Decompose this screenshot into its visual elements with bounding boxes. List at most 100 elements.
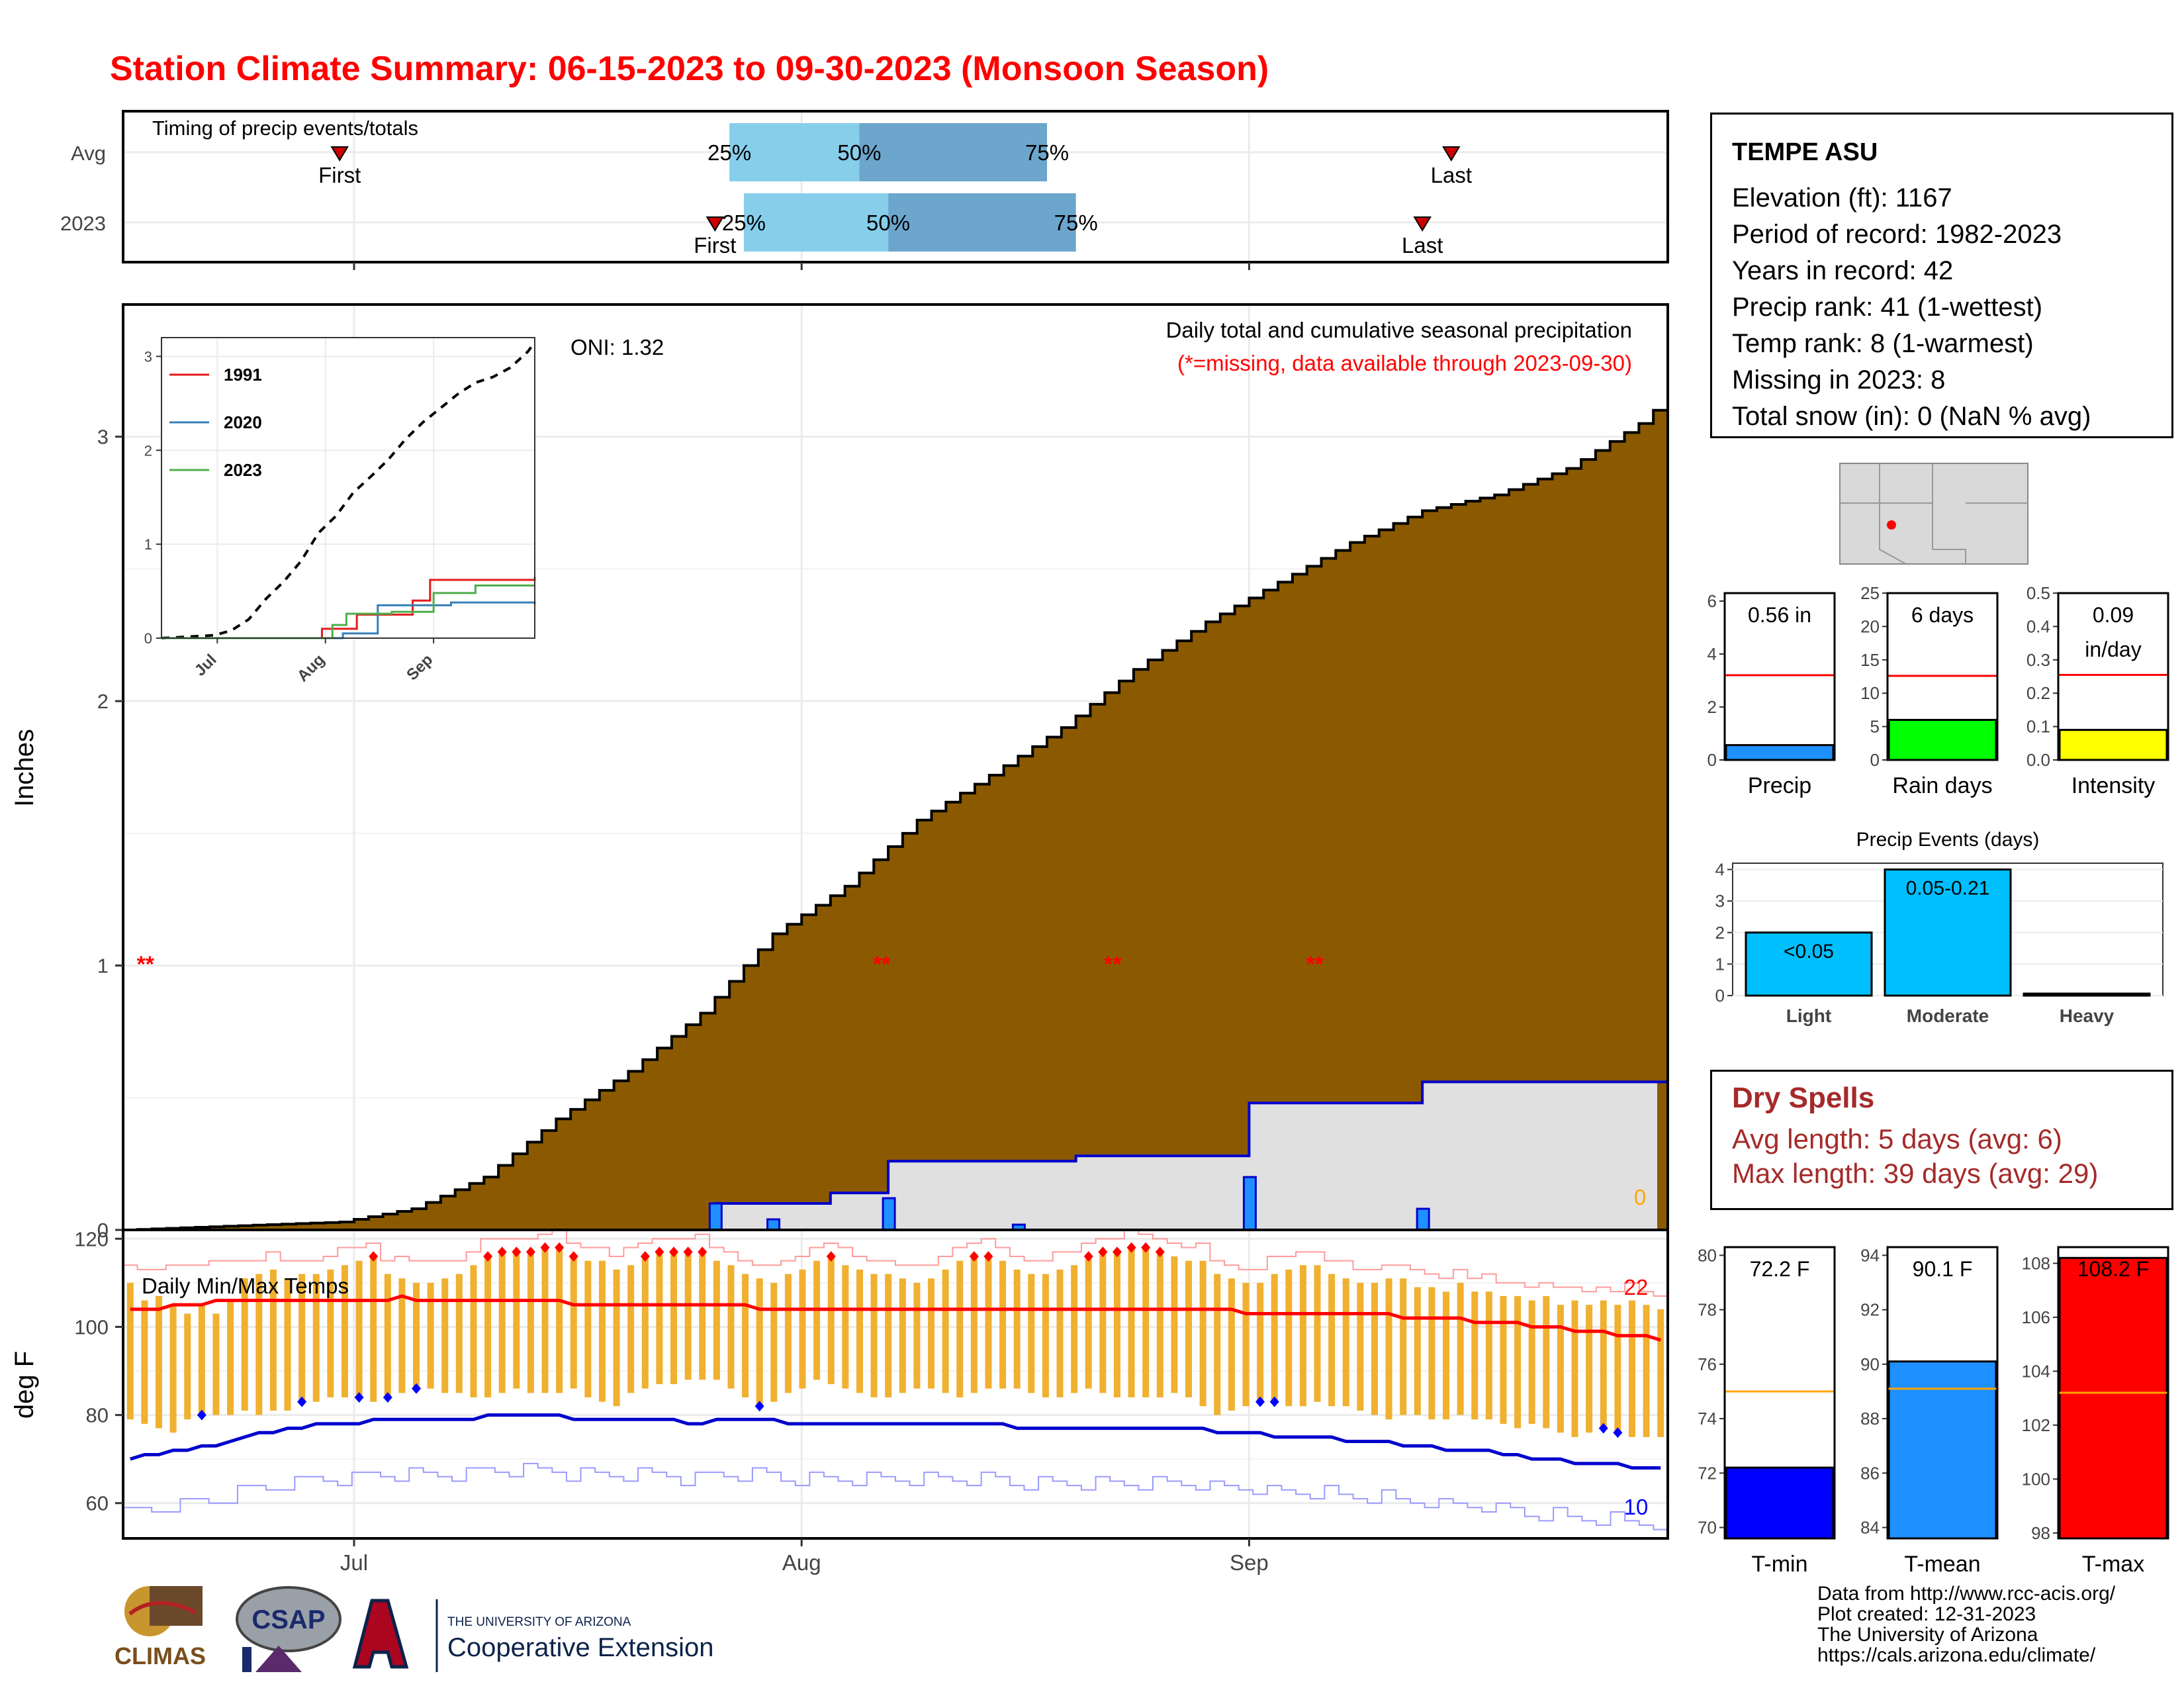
month-tick-label: Jul: [340, 1550, 368, 1575]
mini-chart-frame: [2057, 1246, 2169, 1540]
daily-temp-bar: [1457, 1282, 1464, 1415]
avg-cumulative-area: [123, 397, 1668, 1230]
daily-temp-bar: [1443, 1291, 1450, 1420]
month-tick-label: Aug: [782, 1550, 821, 1575]
mini-ytick-label: 0: [1707, 750, 1717, 770]
mini-chart-frame: [2057, 592, 2169, 761]
precip-title: Daily total and cumulative seasonal prec…: [1166, 318, 1632, 342]
mini-chart-frame: [1723, 1246, 1836, 1540]
dry-spells-title: Dry Spells: [1732, 1082, 1875, 1114]
daily-temp-bar: [742, 1274, 749, 1397]
daily-temp-bar: [1128, 1247, 1135, 1397]
station-line: Temp rank: 8 (1-warmest): [1732, 329, 2034, 358]
precip-ytick-label: 3: [97, 426, 109, 449]
credit-line: Data from http://www.rcc-acis.org/: [1817, 1583, 2116, 1605]
inset-ytick-label: 3: [144, 348, 152, 365]
csap-mountain: [255, 1646, 302, 1672]
precip-ylabel: Inches: [10, 729, 39, 807]
csap-logo: CSAP: [236, 1586, 341, 1672]
credit-line: The University of Arizona: [1817, 1624, 2038, 1646]
mini-value-label-2: in/day: [2085, 637, 2141, 661]
daily-temp-bar: [1028, 1274, 1035, 1393]
mini-ytick-label: 90: [1860, 1354, 1880, 1374]
timing-bar-p25-p50: [729, 123, 860, 181]
record-high-marker: [683, 1246, 693, 1258]
locator-map: [1839, 463, 2028, 565]
daily-temp-bar: [1071, 1265, 1078, 1393]
inset-ytick-label: 2: [144, 442, 152, 459]
daily-temp-bar: [527, 1252, 534, 1393]
timing-bar-p50-p75: [859, 123, 1048, 181]
mini-chart-t-max: 98 100 102 104 106 108 108.2 F T-max: [2022, 1246, 2169, 1577]
events-ytick-label: 0: [1715, 986, 1725, 1006]
daily-temp-bar: [241, 1278, 248, 1411]
mini-ytick-label: 86: [1860, 1463, 1880, 1483]
station-info-box: TEMPE ASU Elevation (ft): 1167 Period of…: [1710, 113, 2173, 438]
climas-logo-text: CLIMAS: [114, 1642, 206, 1669]
daily-temp-bar: [699, 1252, 706, 1380]
credit-line: Plot created: 12-31-2023: [1817, 1603, 2036, 1625]
missing-marker: **: [873, 952, 891, 977]
timing-pct-label: 25%: [707, 140, 751, 165]
daily-temp-bar: [1428, 1287, 1435, 1420]
timing-panel: 25% 50% 75% First Last 25% 50% 75% First Last Tim…: [60, 110, 1669, 270]
mini-ytick-label: 0.1: [2026, 717, 2050, 737]
daily-temp-bar: [799, 1269, 806, 1389]
daily-temp-bar: [1586, 1305, 1593, 1433]
daily-temp-bar: [770, 1282, 778, 1402]
daily-temp-bar: [641, 1256, 649, 1389]
record-high-marker: [655, 1246, 664, 1258]
mini-ytick-label: 76: [1698, 1354, 1717, 1374]
temp-ytick-label: 100: [74, 1315, 109, 1338]
daily-precip-bar: [1242, 1176, 1257, 1231]
missing-marker: **: [137, 952, 155, 977]
daily-temp-bar: [1400, 1278, 1407, 1415]
credits: Data from http://www.rcc-acis.org/ Plot …: [1817, 1583, 2115, 1665]
events-category-label: Heavy: [2060, 1006, 2115, 1026]
daily-temp-bar: [141, 1300, 148, 1424]
precip-zero-label: 0: [1634, 1185, 1646, 1209]
ua-small-text: THE UNIVERSITY OF ARIZONA: [447, 1615, 631, 1629]
daily-temp-bar: [727, 1265, 735, 1389]
mini-ytick-label: 0.2: [2026, 683, 2050, 703]
mini-ytick-label: 94: [1860, 1245, 1880, 1265]
mini-ytick-label: 15: [1860, 650, 1880, 670]
mini-chart-rain-days: 0 5 10 15 20 25 6 days Rain days: [1860, 583, 1999, 798]
daily-temp-bar: [784, 1274, 792, 1393]
precip-ytick-label: 1: [97, 955, 109, 978]
daily-temp-bar: [870, 1274, 878, 1397]
daily-temp-bar: [1357, 1282, 1364, 1411]
timing-row-avg: Avg: [71, 142, 106, 165]
mini-ytick-label: 10: [1860, 683, 1880, 703]
daily-temp-bar: [885, 1274, 892, 1397]
daily-temp-bar: [1199, 1260, 1206, 1407]
mini-ytick-label: 0.3: [2026, 650, 2050, 670]
record-high-marker: [669, 1246, 679, 1258]
station-line: Precip rank: 41 (1-wettest): [1732, 293, 2043, 322]
daily-temp-bar: [312, 1274, 320, 1402]
daily-temp-bar: [1571, 1300, 1578, 1437]
record-high-marker: [569, 1250, 578, 1262]
mini-value-bar: [1725, 1466, 1835, 1540]
timing-marker-last: [1442, 146, 1461, 162]
daily-temp-bar: [756, 1278, 763, 1407]
daily-temp-bar: [398, 1278, 406, 1393]
temp-ytick-label: 60: [86, 1492, 109, 1515]
daily-temp-bar: [1657, 1309, 1664, 1437]
mini-value-bar: [2058, 729, 2168, 761]
mini-ytick-label: 88: [1860, 1409, 1880, 1429]
mini-ytick-label: 6: [1707, 591, 1717, 611]
daily-temp-bar: [598, 1260, 606, 1402]
mini-chart-t-mean: 84 86 88 90 92 94 90.1 F T-mean: [1860, 1245, 1999, 1577]
daily-temp-bar: [441, 1278, 449, 1393]
daily-temp-bar: [1185, 1260, 1193, 1397]
mini-value-label: 6 days: [1911, 603, 1974, 627]
csap-cloud: [236, 1586, 341, 1652]
record-low-marker: [1613, 1427, 1623, 1438]
record-low-count: 10: [1624, 1495, 1649, 1519]
missing-marker: **: [1306, 952, 1324, 977]
csap-bars: [242, 1647, 251, 1672]
mini-ytick-label: 0.0: [2026, 750, 2050, 770]
station-location-marker: [1887, 520, 1896, 530]
daily-temp-bar: [1171, 1256, 1178, 1393]
